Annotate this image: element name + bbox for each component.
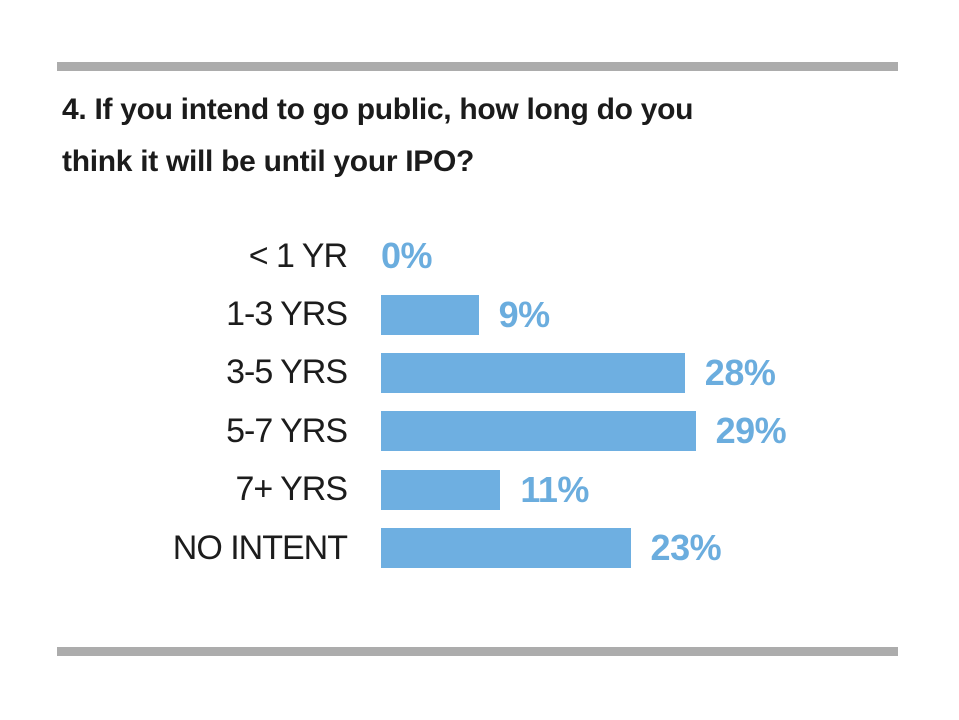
chart-row: 3-5 YRS 28%	[62, 344, 912, 402]
chart-title-line-2: think it will be until your IPO?	[62, 145, 475, 178]
bar	[381, 352, 685, 393]
bar-area: 11%	[381, 469, 912, 511]
value-label: 0%	[381, 235, 433, 277]
top-divider	[57, 62, 898, 71]
category-label: 1-3 YRS	[226, 295, 348, 334]
bar	[381, 528, 631, 569]
bar-area: 23%	[381, 527, 912, 569]
chart-row: 7+ YRS 11%	[62, 461, 912, 519]
value-label: 28%	[704, 351, 776, 393]
category-label: NO INTENT	[172, 528, 348, 567]
bar-area: 28%	[381, 352, 912, 394]
bar	[381, 411, 696, 452]
chart-row: NO INTENT 23%	[62, 519, 912, 577]
category-label: < 1 YR	[248, 236, 348, 275]
chart: < 1 YR 0% 1-3 YRS 9% 3-5 YRS 28% 5-7 YRS 29% 7+ …	[62, 227, 912, 577]
value-label: 23%	[650, 527, 722, 569]
chart-row: < 1 YR 0%	[62, 227, 912, 285]
category-label: 3-5 YRS	[226, 353, 348, 392]
chart-row: 5-7 YRS 29%	[62, 402, 912, 460]
chart-title: 4. If you intend to go public, how long …	[62, 84, 693, 188]
bar	[381, 294, 479, 335]
category-label: 7+ YRS	[235, 470, 348, 509]
bar-area: 9%	[381, 294, 912, 336]
value-label: 11%	[520, 468, 589, 510]
bottom-divider	[57, 647, 898, 656]
bar	[381, 469, 501, 510]
chart-row: 1-3 YRS 9%	[62, 285, 912, 343]
value-label: 29%	[715, 410, 787, 452]
bar-area: 0%	[381, 235, 912, 277]
chart-title-line-1: 4. If you intend to go public, how long …	[62, 93, 694, 126]
bar-area: 29%	[381, 410, 912, 452]
value-label: 9%	[498, 293, 551, 335]
category-label: 5-7 YRS	[226, 411, 348, 450]
